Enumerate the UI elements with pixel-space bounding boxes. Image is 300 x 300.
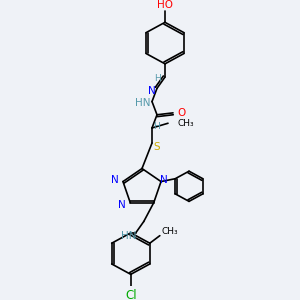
Text: Cl: Cl (125, 289, 136, 300)
Text: O: O (177, 108, 185, 118)
Text: N: N (148, 86, 156, 96)
Text: HN: HN (134, 98, 150, 108)
Text: S: S (154, 142, 160, 152)
Text: CH₃: CH₃ (162, 227, 178, 236)
Text: N: N (111, 175, 119, 185)
Text: HO: HO (157, 0, 173, 10)
Text: CH₃: CH₃ (178, 119, 195, 128)
Text: HN: HN (121, 231, 137, 241)
Text: N: N (160, 175, 168, 185)
Text: N: N (118, 200, 126, 209)
Text: H: H (154, 74, 161, 83)
Text: H: H (154, 122, 160, 130)
